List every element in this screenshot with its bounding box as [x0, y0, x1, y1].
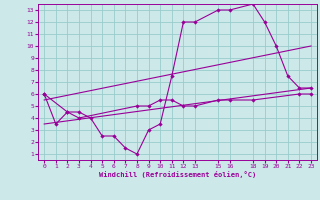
- X-axis label: Windchill (Refroidissement éolien,°C): Windchill (Refroidissement éolien,°C): [99, 171, 256, 178]
